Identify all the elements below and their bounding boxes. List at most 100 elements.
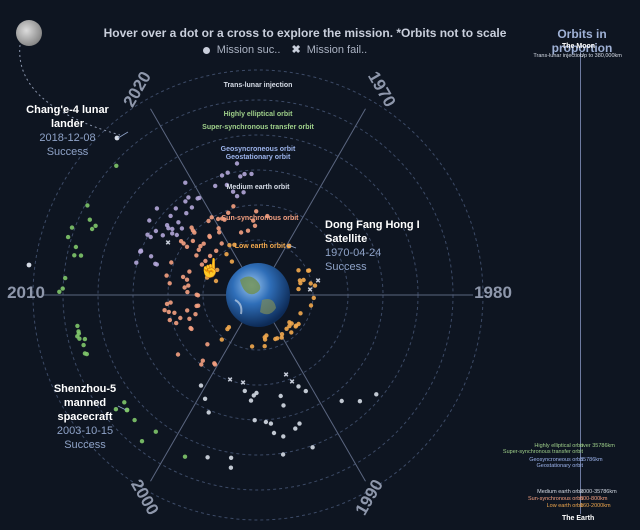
mission-dot xyxy=(166,226,171,231)
mission-dot xyxy=(252,223,258,228)
mission-dot xyxy=(154,206,160,211)
mission-dot xyxy=(293,426,298,431)
mission-dot xyxy=(173,206,178,211)
mission-dot xyxy=(187,269,192,274)
mission-dot xyxy=(214,248,219,253)
mission-dot xyxy=(251,218,256,223)
mission-dot xyxy=(249,171,254,177)
mission-cross: ✖ xyxy=(240,379,246,387)
highlight-changE4[interactable]: Chang'e-4 lunar lander 2018-12-08 Succes… xyxy=(10,103,125,159)
mission-dot xyxy=(228,465,234,470)
mission-dot xyxy=(60,286,65,291)
mission-dot xyxy=(279,335,284,340)
mission-dot xyxy=(279,332,285,337)
mission-dot xyxy=(164,273,169,278)
mission-dot xyxy=(188,325,193,331)
side-row-range: 2000-35786km xyxy=(580,489,617,495)
mission-dot-highlight xyxy=(114,135,120,141)
mission-dot xyxy=(281,434,286,439)
mission-cross: ✖ xyxy=(289,378,295,386)
mission-dot xyxy=(238,174,243,179)
mission-dot xyxy=(89,226,95,232)
mission-dot xyxy=(278,393,283,399)
mission-dot xyxy=(215,216,221,222)
mission-dot xyxy=(238,230,244,235)
highlight-shenzhou5[interactable]: Shenzhou-5 manned spacecraft 2003-10-15 … xyxy=(45,382,125,452)
decade-label: 1970 xyxy=(364,68,399,110)
mission-dot xyxy=(199,262,205,267)
mission-dot xyxy=(212,362,218,367)
mission-dot xyxy=(122,400,127,405)
mission-dot xyxy=(245,228,251,233)
orbit-label: Super-synchronous transfer orbit xyxy=(202,124,314,131)
mission-dot xyxy=(72,253,77,258)
legend-failure-label[interactable]: Mission fail.. xyxy=(306,44,368,56)
mission-dot xyxy=(219,337,224,342)
mission-dot xyxy=(197,195,202,201)
mission-dot xyxy=(262,337,268,342)
mission-dot xyxy=(199,362,204,367)
orbit-label: Sun-synchronous orbit xyxy=(222,215,300,222)
orbit-label: Geosyncroneous orbit xyxy=(221,146,296,153)
mission-dot xyxy=(185,289,190,295)
mission-dot xyxy=(202,396,208,401)
mission-dot xyxy=(84,351,90,357)
side-row-label: Medium earth orbit xyxy=(537,489,583,495)
mission-dot xyxy=(78,253,84,258)
mission-dot xyxy=(224,252,229,257)
highlight-title: Dong Fang Hong I Satellite xyxy=(325,219,420,245)
mission-dot xyxy=(185,308,190,313)
legend: Mission suc.. ✖ Mission fail.. xyxy=(155,43,415,56)
mission-dot xyxy=(167,317,172,323)
highlight-date: 1970-04-24 xyxy=(325,247,382,259)
mission-dot xyxy=(296,384,301,389)
highlight-date: 2003-10-15 xyxy=(56,425,114,437)
mission-dot xyxy=(226,210,231,215)
mission-dot xyxy=(145,232,150,237)
side-row-label: Geosyncroneous orbit xyxy=(529,457,583,463)
highlight-status: Success xyxy=(64,439,106,451)
mission-dot xyxy=(160,233,165,238)
mission-dot xyxy=(113,407,119,412)
mission-dot xyxy=(205,342,210,347)
mission-dot xyxy=(231,204,236,209)
mission-dot xyxy=(184,244,190,249)
mission-dot xyxy=(183,180,188,185)
mission-dot xyxy=(195,293,201,298)
mission-dot xyxy=(75,334,80,339)
mission-dot xyxy=(170,226,175,232)
mission-dot xyxy=(178,239,184,244)
instruction-text: Hover over a dot or a cross to explore t… xyxy=(103,26,507,40)
mission-dot xyxy=(87,217,93,222)
mission-dot xyxy=(200,358,205,363)
mission-dot xyxy=(262,344,267,349)
mission-dot xyxy=(73,244,79,250)
mission-dot xyxy=(284,326,289,331)
legend-success-label[interactable]: Mission suc.. xyxy=(216,44,281,56)
mission-dot xyxy=(207,253,213,259)
decade-label: 1980 xyxy=(474,283,512,302)
mission-dot xyxy=(153,429,158,434)
mission-dot xyxy=(241,190,246,195)
mission-dot xyxy=(234,194,240,199)
mission-dot xyxy=(308,281,313,286)
mission-dot xyxy=(297,421,302,426)
mission-dot xyxy=(172,310,177,315)
side-earth-label: The Earth xyxy=(562,515,595,522)
highlight-status: Success xyxy=(325,261,367,273)
mission-dot xyxy=(175,352,181,357)
mission-dot xyxy=(138,249,144,254)
mission-dot xyxy=(242,388,247,394)
mission-dot xyxy=(213,183,218,189)
highlight-title: Chang'e-4 lunar lander xyxy=(26,104,109,130)
side-panel-title: Orbits in proportion xyxy=(551,27,613,55)
highlight-dongfanghong[interactable]: Dong Fang Hong I Satellite 1970-04-24 Su… xyxy=(325,218,420,274)
mission-dot xyxy=(308,303,314,308)
mission-dot xyxy=(310,445,315,450)
mission-dot xyxy=(169,260,174,265)
mission-dot xyxy=(265,213,270,219)
mission-dot xyxy=(153,228,159,234)
mission-dot xyxy=(57,289,62,294)
mission-dot xyxy=(301,277,306,283)
